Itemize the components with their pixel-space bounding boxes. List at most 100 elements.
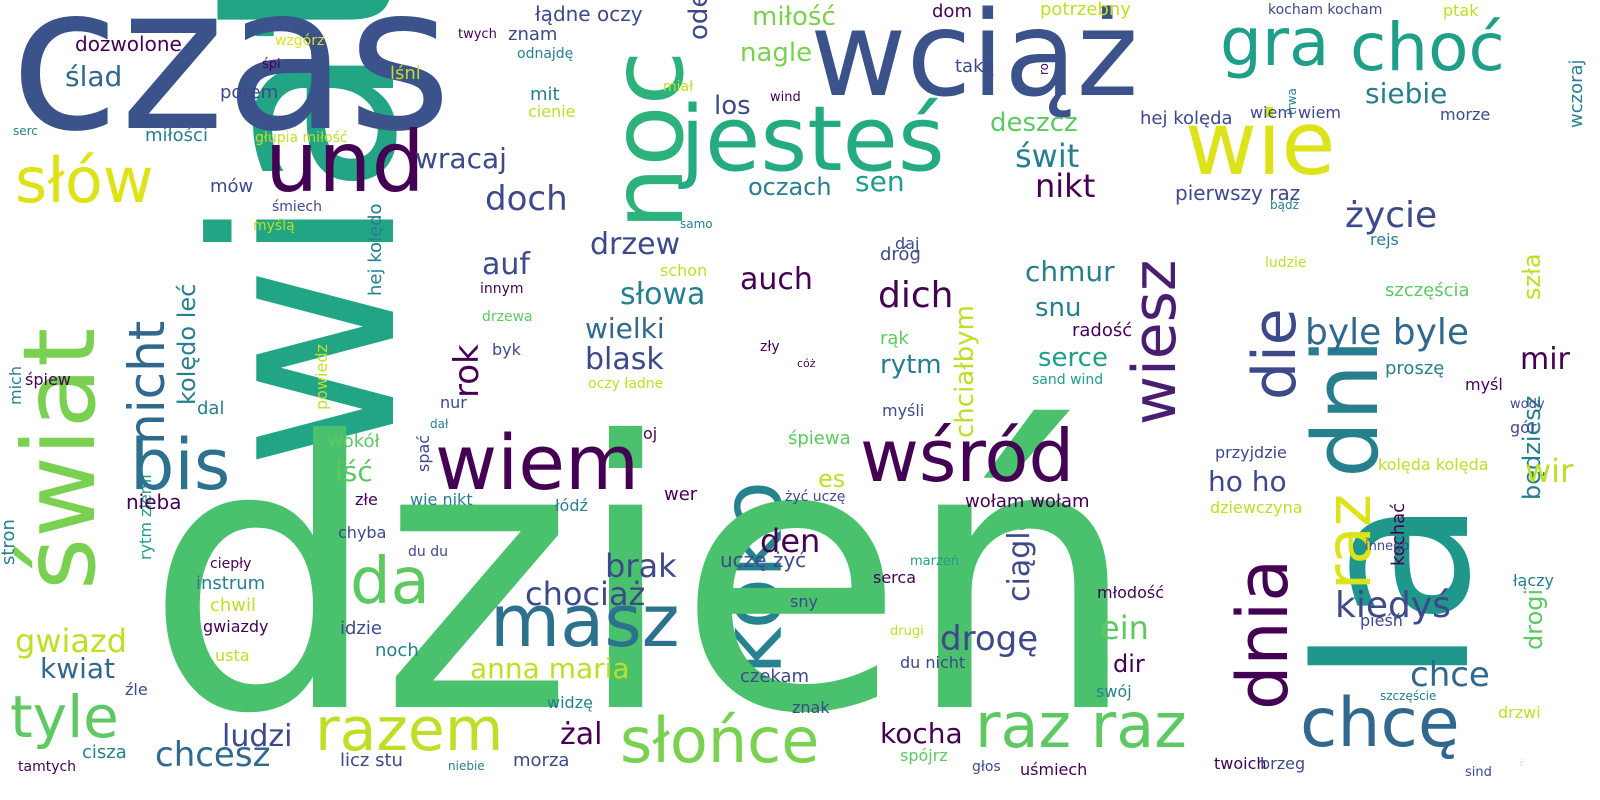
word: dał (430, 417, 449, 431)
word: wzgórz (275, 33, 325, 49)
word: twoich (1214, 754, 1267, 773)
word: du du (408, 544, 448, 560)
word: usta (215, 646, 250, 665)
word: sind (1465, 765, 1492, 780)
word: iść (335, 455, 373, 488)
word: kolęda kolęda (1378, 455, 1489, 474)
word: kwiat (40, 652, 116, 685)
word: kocha (880, 717, 963, 750)
word: oczach (748, 173, 832, 201)
word: innym (480, 281, 524, 297)
word: wie (1185, 92, 1336, 195)
word: daj (895, 234, 920, 253)
word: młodość (1097, 583, 1164, 602)
word: drugi (890, 624, 924, 639)
word: tyle (10, 683, 119, 751)
word: wer (664, 484, 698, 505)
word: mit (530, 84, 560, 105)
word: miłość (752, 2, 836, 32)
word: tamtych (18, 759, 77, 775)
word: kiedyś (1335, 585, 1451, 626)
word: lśni (390, 63, 421, 84)
word: znak (792, 698, 830, 717)
word: drzew (590, 227, 681, 262)
word: rejs (1370, 230, 1399, 249)
word: niebie (448, 759, 485, 773)
word: ciepły (210, 556, 252, 572)
word: und (265, 113, 425, 211)
word: złe (355, 490, 378, 509)
word: ko kolęda (1520, 760, 1525, 761)
word: kochać (1388, 502, 1409, 566)
word: uczę żyć (720, 548, 807, 572)
word: hej kolęda (1140, 108, 1233, 129)
word: chmur (1025, 255, 1115, 288)
word: da (350, 545, 430, 619)
word: wołam wołam (965, 491, 1090, 512)
word: ho ho (1208, 465, 1287, 498)
word: świt (1015, 137, 1080, 175)
word: rytm (880, 350, 942, 380)
word: łódź (555, 496, 588, 515)
word: cóż (797, 357, 816, 370)
word: śpi (262, 57, 281, 72)
word: mów (210, 176, 254, 197)
word: dzień (145, 365, 1140, 795)
word: jesteś (680, 87, 945, 192)
word: taką (955, 56, 995, 77)
word: słowa (620, 277, 706, 312)
word: źle (125, 680, 148, 699)
word: łądne oczy (535, 2, 643, 26)
word: sny (790, 592, 818, 611)
word: zły (760, 339, 780, 355)
word: die (1240, 308, 1310, 400)
word: wiem (435, 418, 640, 507)
word: śmiech (272, 199, 323, 215)
word: swój (1096, 682, 1132, 701)
word: serce (1038, 343, 1108, 373)
word: wir (1525, 452, 1574, 490)
word: ptak (1443, 1, 1479, 20)
word: szła (1518, 253, 1546, 300)
word: drogi (1520, 588, 1548, 650)
word: ludzi (222, 719, 293, 754)
word: lili lili (1520, 766, 1523, 767)
word: śpiew (25, 370, 71, 389)
word: anna maria (470, 652, 630, 685)
word: znam (508, 24, 558, 45)
word: życie (1345, 195, 1438, 236)
word: wczoraj (1566, 59, 1587, 128)
word: byle byle (1305, 312, 1470, 353)
word: odnajdę (517, 46, 574, 62)
word: razem (315, 695, 504, 765)
word: śpiewa (788, 428, 851, 449)
word: radość (1072, 320, 1133, 341)
word: miłości (145, 125, 208, 146)
word: kocham kocham (1268, 2, 1383, 18)
word: miał (663, 79, 694, 95)
word: wielki (585, 312, 665, 345)
word: słońce (620, 704, 820, 777)
word: masz (490, 579, 680, 663)
word: samo (680, 217, 713, 231)
word: es (818, 465, 846, 493)
word: noch (375, 640, 419, 661)
word: hejder (1520, 762, 1524, 763)
word: spójrz (900, 746, 948, 765)
word: drzwi (1498, 703, 1541, 722)
word: brzeg (1260, 754, 1306, 773)
word: szczęście (1380, 689, 1437, 703)
word: sand wind (1032, 372, 1104, 388)
word: licz stu (340, 750, 403, 771)
word: myśl (1465, 375, 1503, 394)
word: wind (770, 90, 801, 105)
word: nieba (126, 490, 182, 514)
word: sen (855, 165, 905, 198)
word: dom (932, 1, 972, 22)
word: przyjdzie (1215, 443, 1287, 462)
word: ślad (65, 60, 123, 93)
word: doch (485, 179, 568, 219)
word: auch (740, 262, 813, 297)
word: odejść (684, 0, 714, 40)
